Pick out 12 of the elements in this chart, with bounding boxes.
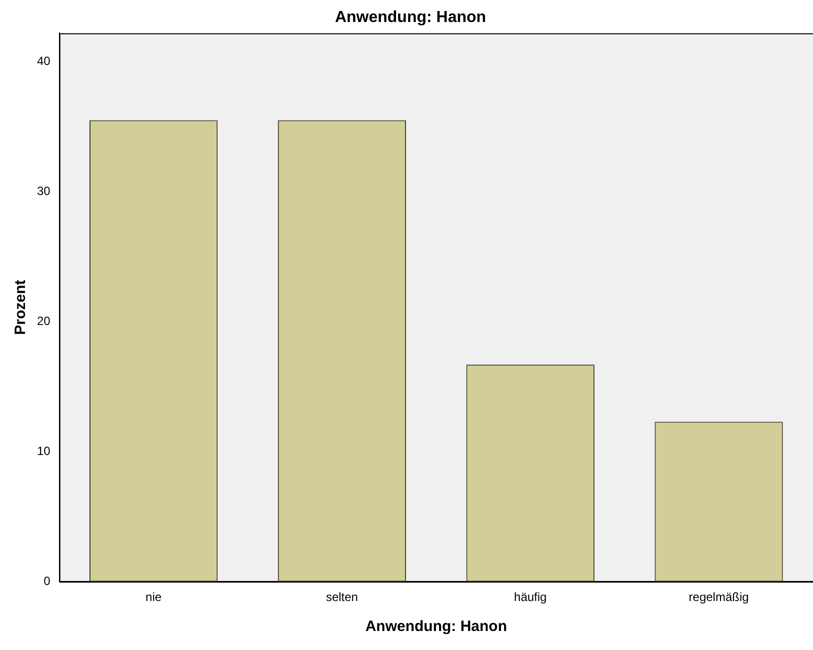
y-tick-label: 0 bbox=[44, 574, 51, 588]
x-tick-label: regelmäßig bbox=[688, 590, 749, 604]
y-tick-label: 20 bbox=[36, 314, 51, 328]
y-tick-label: 10 bbox=[36, 444, 51, 458]
y-tick-label: 30 bbox=[36, 184, 51, 198]
x-tick-label: nie bbox=[146, 590, 162, 604]
x-tick-label: selten bbox=[326, 590, 358, 604]
x-tick-label: häufig bbox=[514, 590, 547, 604]
y-axis-title: Prozent bbox=[12, 280, 30, 335]
x-axis-title: Anwendung: Hanon bbox=[365, 618, 507, 636]
chart-title: Anwendung: Hanon bbox=[334, 9, 486, 26]
y-tick-label: 40 bbox=[36, 54, 51, 68]
